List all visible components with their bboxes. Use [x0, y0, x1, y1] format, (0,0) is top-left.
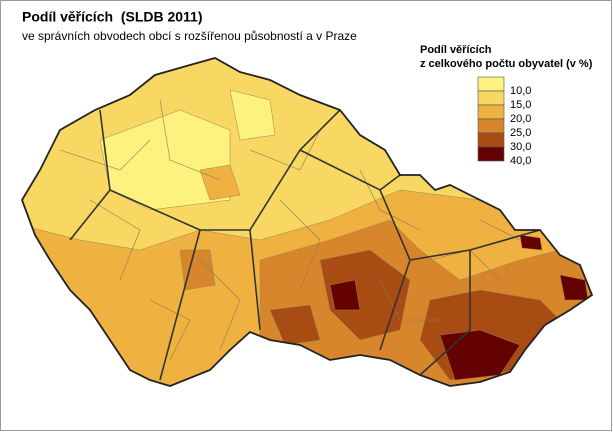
legend-swatch [477, 76, 505, 92]
legend-label: 15,0 [510, 99, 531, 111]
region [199, 164, 241, 201]
legend-title: z celkového počtu obyvatel (v %) [420, 58, 593, 70]
region-borders [69, 109, 541, 381]
legend-swatch [477, 90, 505, 106]
region [269, 304, 321, 346]
region [179, 249, 216, 291]
legend-swatch [477, 118, 505, 134]
legend-label: 20,0 [510, 113, 531, 125]
country-outline [21, 57, 594, 387]
legend-title: Podíl věřících [420, 44, 492, 56]
subtitle: ve správních obvodech obcí s rozšířenou … [22, 29, 357, 43]
region [229, 89, 276, 141]
legend-swatch [477, 146, 505, 162]
region [319, 249, 411, 341]
legend-label: 10,0 [510, 85, 531, 97]
title: Podíl věřících (SLDB 2011) [22, 9, 203, 25]
region [519, 234, 543, 251]
legend-swatch [477, 132, 505, 148]
legend: Podíl věřících z celkového počtu obyvatel… [420, 44, 593, 167]
legend-label: 40,0 [510, 155, 531, 167]
legend-swatch [477, 104, 505, 120]
region [329, 279, 361, 311]
region [439, 329, 521, 381]
legend-label: 30,0 [510, 141, 531, 153]
legend-label: 25,0 [510, 127, 531, 139]
